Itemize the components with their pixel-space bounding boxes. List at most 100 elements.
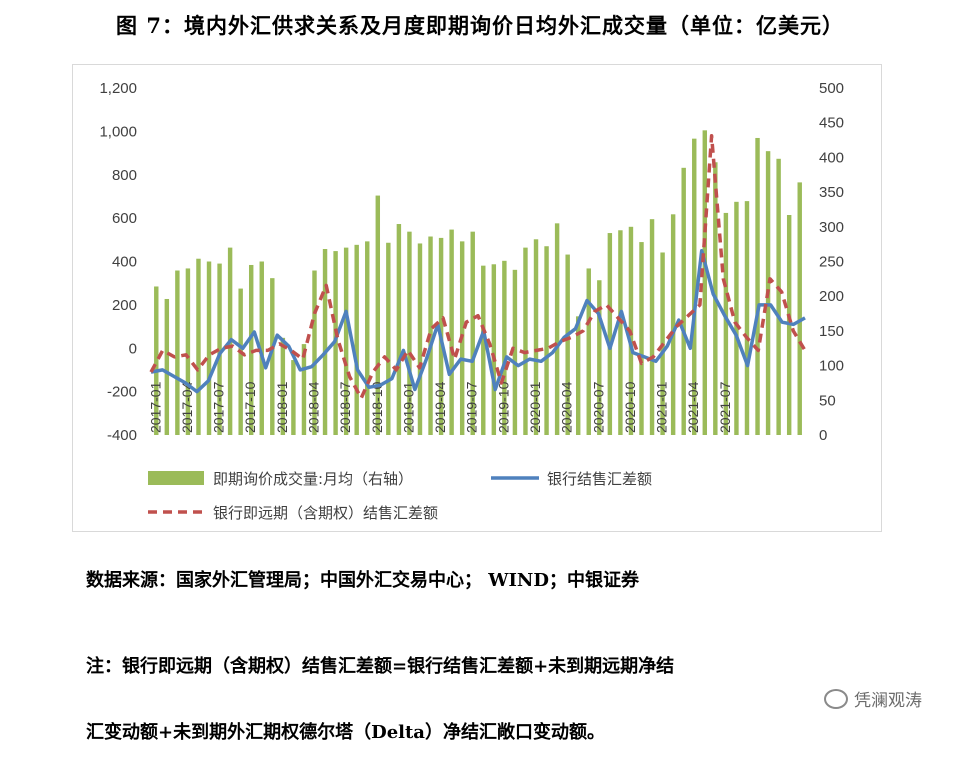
- volume-bar: [386, 242, 391, 435]
- left-axis-tick-label: 400: [112, 254, 137, 271]
- volume-bar: [217, 263, 222, 435]
- volume-bar: [544, 246, 549, 435]
- volume-bar: [301, 344, 307, 435]
- volume-bar: [375, 195, 381, 435]
- right-axis-tick-label: 350: [819, 184, 844, 201]
- footnote-line-2: 汇变动额+未到期外汇期权德尔塔（Delta）净结汇敞口变动额。: [86, 722, 605, 743]
- x-axis-tick-label: 2020-07: [590, 381, 606, 433]
- footnote: 注：银行即远期（含期权）结售汇差额=银行结售汇差额+未到期远期净结 汇变动额+未…: [86, 634, 946, 766]
- x-axis-tick-label: 2021-07: [717, 381, 733, 433]
- left-axis-tick-label: 1,200: [99, 80, 137, 97]
- bank-fx-settlement-line: [150, 248, 806, 394]
- watermark: 凭澜观涛: [824, 686, 922, 711]
- left-axis-tick-label: 200: [112, 297, 137, 314]
- left-axis-tick-label: 0: [129, 340, 137, 357]
- watermark-text: 凭澜观涛: [854, 691, 922, 711]
- volume-bar: [312, 270, 317, 435]
- x-axis-tick-label: 2021-01: [654, 381, 670, 433]
- volume-bar: [797, 182, 802, 435]
- volume-bar: [502, 260, 507, 435]
- left-axis-tick-label: -400: [107, 427, 137, 444]
- x-axis-tick-label: 2017-01: [147, 381, 163, 433]
- right-axis-tick-label: 150: [819, 323, 844, 340]
- volume-bar: [322, 249, 328, 435]
- volume-bar: [639, 242, 644, 435]
- right-axis-tick-label: 200: [819, 288, 844, 305]
- left-axis-tick-label: 800: [112, 167, 137, 184]
- left-axis-tick-label: -200: [107, 384, 137, 401]
- x-axis-tick-label: 2017-10: [242, 381, 258, 433]
- volume-bar: [523, 247, 528, 435]
- volume-bar: [175, 270, 180, 435]
- right-axis-tick-label: 100: [819, 358, 844, 375]
- volume-bar: [692, 138, 697, 435]
- volume-bar: [597, 280, 602, 435]
- volume-bar: [734, 201, 739, 435]
- volume-bar: [270, 278, 275, 435]
- x-axis-tick-label: 2018-07: [337, 381, 353, 433]
- left-axis-tick-label: 600: [112, 210, 137, 227]
- volume-bar: [449, 229, 454, 435]
- volume-bar: [196, 258, 201, 435]
- legend-label: 银行结售汇差额: [547, 470, 652, 488]
- volume-bar: [744, 201, 750, 435]
- x-axis-tick-label: 2020-01: [527, 381, 543, 433]
- chart-svg: -400 -200 0 200 400 600 800 1,000 1,200 0 50 100 150…: [99, 80, 844, 522]
- volume-bar: [259, 261, 264, 435]
- x-axis-tick-label: 2019-10: [495, 381, 511, 433]
- volume-bar: [417, 243, 423, 435]
- volume-bar: [776, 158, 781, 435]
- x-axis-tick-label: 2017-07: [211, 381, 227, 433]
- chart-title: 图 7：境内外汇供求关系及月度即期询价日均外汇成交量（单位：亿美元）: [116, 13, 844, 38]
- volume-bar: [702, 130, 708, 435]
- x-axis-tick-label: 2018-10: [369, 381, 385, 433]
- x-axis-tick-label: 2017-04: [179, 381, 195, 433]
- volume-bar: [755, 137, 760, 435]
- volume-bar: [618, 230, 623, 435]
- volume-bar: [586, 268, 591, 435]
- volume-bar: [248, 264, 254, 435]
- volume-bar: [154, 286, 159, 435]
- volume-bar: [575, 316, 581, 435]
- x-axis-tick-label: 2021-04: [685, 381, 701, 433]
- legend-label: 即期询价成交量:月均（右轴）: [213, 470, 413, 488]
- volume-bar: [649, 219, 655, 435]
- volume-bar: [481, 265, 486, 435]
- volume-bar: [396, 224, 402, 435]
- right-axis-tick-label: 500: [819, 80, 844, 97]
- right-axis-tick-label: 0: [819, 427, 827, 444]
- right-axis-tick-label: 400: [819, 149, 844, 166]
- volume-bar: [470, 231, 475, 435]
- footnote-line-1: 注：银行即远期（含期权）结售汇差额=银行结售汇差额+未到期远期净结: [86, 656, 675, 677]
- right-axis-tick-label: 300: [819, 219, 844, 236]
- x-axis-tick-label: 2019-07: [464, 381, 480, 433]
- chart-area: -400 -200 0 200 400 600 800 1,000 1,200 0 50 100 150…: [72, 64, 882, 532]
- volume-bar: [554, 223, 560, 435]
- data-source-note: 数据来源：国家外汇管理局；中国外汇交易中心； WIND；中银证券: [86, 570, 639, 591]
- legend-label: 银行即远期（含期权）结售汇差额: [213, 504, 438, 522]
- volume-bar: [670, 214, 676, 435]
- volume-bar: [533, 239, 539, 435]
- volume-bar: [681, 167, 686, 435]
- legend-bar-swatch: [148, 471, 204, 485]
- right-axis-tick-label: 50: [819, 392, 836, 409]
- volume-bar: [185, 268, 191, 435]
- chat-bubble-icon: [824, 689, 848, 709]
- volume-bar: [565, 254, 570, 435]
- left-axis-tick-label: 1,000: [99, 123, 137, 140]
- volume-bar: [206, 261, 212, 435]
- volume-bar: [291, 360, 296, 435]
- spot-forward-settlement-line: [149, 133, 807, 400]
- x-axis-tick-label: 2018-01: [274, 381, 290, 433]
- x-axis-tick-label: 2019-01: [400, 381, 416, 433]
- volume-bar: [407, 231, 412, 435]
- volume-bar: [343, 247, 349, 435]
- x-axis-tick-label: 2018-04: [306, 381, 322, 433]
- x-axis-tick-label: 2019-04: [432, 381, 448, 433]
- volume-bar: [723, 212, 729, 435]
- x-axis-tick-label: 2020-04: [559, 381, 575, 433]
- volume-bar: [491, 264, 497, 435]
- volume-bar: [512, 269, 518, 435]
- volume-bar: [280, 337, 286, 435]
- volume-bar: [365, 241, 370, 435]
